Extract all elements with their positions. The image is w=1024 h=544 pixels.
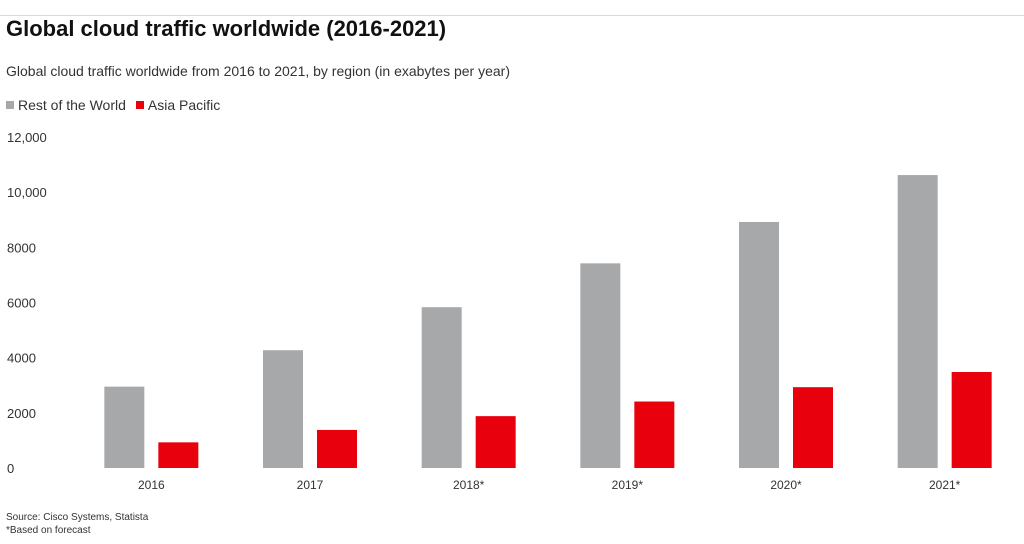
bar-rest-of-the-world — [739, 221, 779, 468]
top-rule — [0, 15, 1024, 16]
x-tick-label: 2016 — [138, 478, 165, 492]
legend-swatch-rest-of-world — [6, 101, 14, 109]
bar-rest-of-the-world — [421, 307, 462, 468]
legend-swatch-asia-pacific — [135, 101, 144, 109]
legend-item-rest-of-world[interactable]: Rest of the World — [6, 97, 126, 113]
source-text: Source: Cisco Systems, Statista — [6, 512, 149, 523]
y-tick-label: 10,000 — [7, 185, 47, 200]
bar-rest-of-the-world — [104, 386, 145, 468]
legend-item-asia-pacific[interactable]: Asia Pacific — [135, 97, 221, 113]
bar-asia-pacific — [951, 372, 992, 468]
bar-rest-of-the-world — [897, 175, 938, 468]
bar-rest-of-the-world — [263, 350, 303, 468]
y-tick-label: 6000 — [7, 296, 36, 311]
x-tick-label: 2021* — [929, 478, 961, 492]
bar-rest-of-the-world — [580, 263, 621, 468]
y-tick-label: 4000 — [7, 351, 36, 366]
x-tick-label: 2019* — [612, 478, 644, 492]
bar-asia-pacific — [317, 429, 357, 468]
legend: Rest of the World Asia Pacific — [6, 97, 230, 113]
bar-asia-pacific — [634, 401, 675, 468]
legend-label-rest-of-world: Rest of the World — [18, 97, 126, 113]
x-tick-label: 2017 — [297, 478, 324, 492]
y-tick-label: 2000 — [7, 406, 36, 421]
bar-asia-pacific — [793, 387, 833, 468]
chart-title: Global cloud traffic worldwide (2016-202… — [6, 16, 447, 41]
bar-asia-pacific — [475, 416, 516, 468]
y-tick-label: 0 — [7, 461, 14, 476]
y-tick-label: 8000 — [7, 240, 36, 255]
x-tick-label: 2018* — [453, 478, 485, 492]
source-note: Source: Cisco Systems, Statista *Based o… — [6, 511, 148, 537]
forecast-note: *Based on forecast — [6, 525, 91, 536]
chart-subtitle: Global cloud traffic worldwide from 2016… — [6, 63, 511, 79]
y-tick-label: 12,000 — [7, 130, 47, 145]
legend-label-asia-pacific: Asia Pacific — [147, 97, 221, 113]
bar-asia-pacific — [158, 442, 199, 468]
x-tick-label: 2020* — [770, 478, 802, 492]
